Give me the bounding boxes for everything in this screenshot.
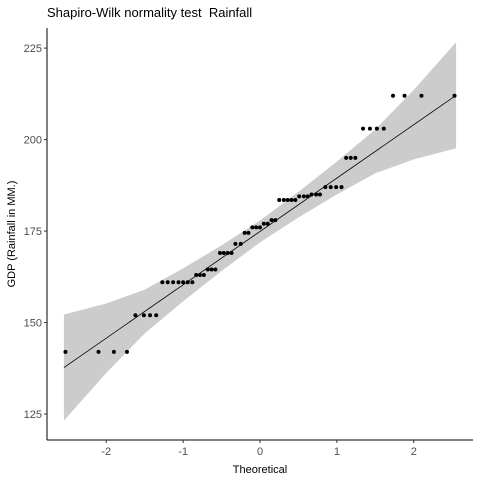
point (277, 197, 282, 202)
point (348, 155, 353, 160)
point (124, 349, 129, 354)
point (96, 349, 101, 354)
point (452, 93, 457, 98)
point (160, 280, 165, 285)
point (254, 225, 259, 230)
y-axis-title: GDP (Rainfall in MM.) (6, 181, 18, 288)
point (419, 93, 424, 98)
point (133, 313, 138, 318)
point (309, 192, 314, 197)
point (229, 251, 234, 256)
point (281, 197, 286, 202)
x-tick-label: 1 (334, 446, 340, 458)
point (301, 194, 306, 199)
x-tick-label: -1 (178, 446, 188, 458)
point (171, 280, 176, 285)
point (361, 126, 366, 131)
point (141, 313, 146, 318)
point (258, 225, 262, 230)
point (353, 155, 358, 160)
y-tick-label: 175 (24, 226, 42, 238)
point (269, 218, 274, 223)
y-tick-label: 125 (24, 409, 42, 421)
point (402, 93, 407, 98)
point (285, 197, 290, 202)
point (293, 197, 298, 202)
point (225, 251, 230, 256)
point (381, 126, 386, 131)
point (221, 251, 226, 256)
point (176, 280, 181, 285)
point (209, 267, 214, 272)
point (317, 192, 322, 197)
point (391, 93, 396, 98)
point (181, 280, 186, 285)
x-tick-label: 0 (257, 446, 263, 458)
point (339, 185, 344, 190)
point (198, 272, 203, 277)
point (261, 221, 266, 226)
reference-line (63, 94, 457, 368)
point (154, 313, 159, 318)
point (305, 194, 310, 199)
point (289, 197, 294, 202)
point (205, 267, 210, 272)
point (334, 185, 339, 190)
point (165, 280, 170, 285)
point (233, 241, 238, 246)
x-tick-label: -2 (101, 446, 111, 458)
point (190, 280, 195, 285)
point (201, 272, 206, 277)
chart-title: Shapiro-Wilk normality test Rainfall (47, 5, 252, 20)
point (218, 251, 223, 256)
point (367, 126, 372, 131)
point (246, 230, 251, 235)
point (148, 313, 153, 318)
point (314, 192, 319, 197)
point (297, 194, 302, 199)
point (242, 230, 247, 235)
point (185, 280, 190, 285)
y-tick-label: 200 (24, 135, 42, 147)
point (213, 267, 218, 272)
point (194, 272, 199, 277)
point (323, 185, 328, 190)
y-tick-label: 150 (24, 318, 42, 330)
y-tick-label: 225 (24, 43, 42, 55)
point (273, 218, 278, 223)
point (328, 185, 333, 190)
point (238, 241, 243, 246)
point (63, 349, 68, 354)
point (111, 349, 116, 354)
point (374, 126, 379, 131)
x-axis-title: Theoretical (233, 464, 287, 476)
x-tick-label: 2 (411, 446, 417, 458)
point (344, 155, 349, 160)
point (250, 225, 255, 230)
point (265, 221, 270, 226)
